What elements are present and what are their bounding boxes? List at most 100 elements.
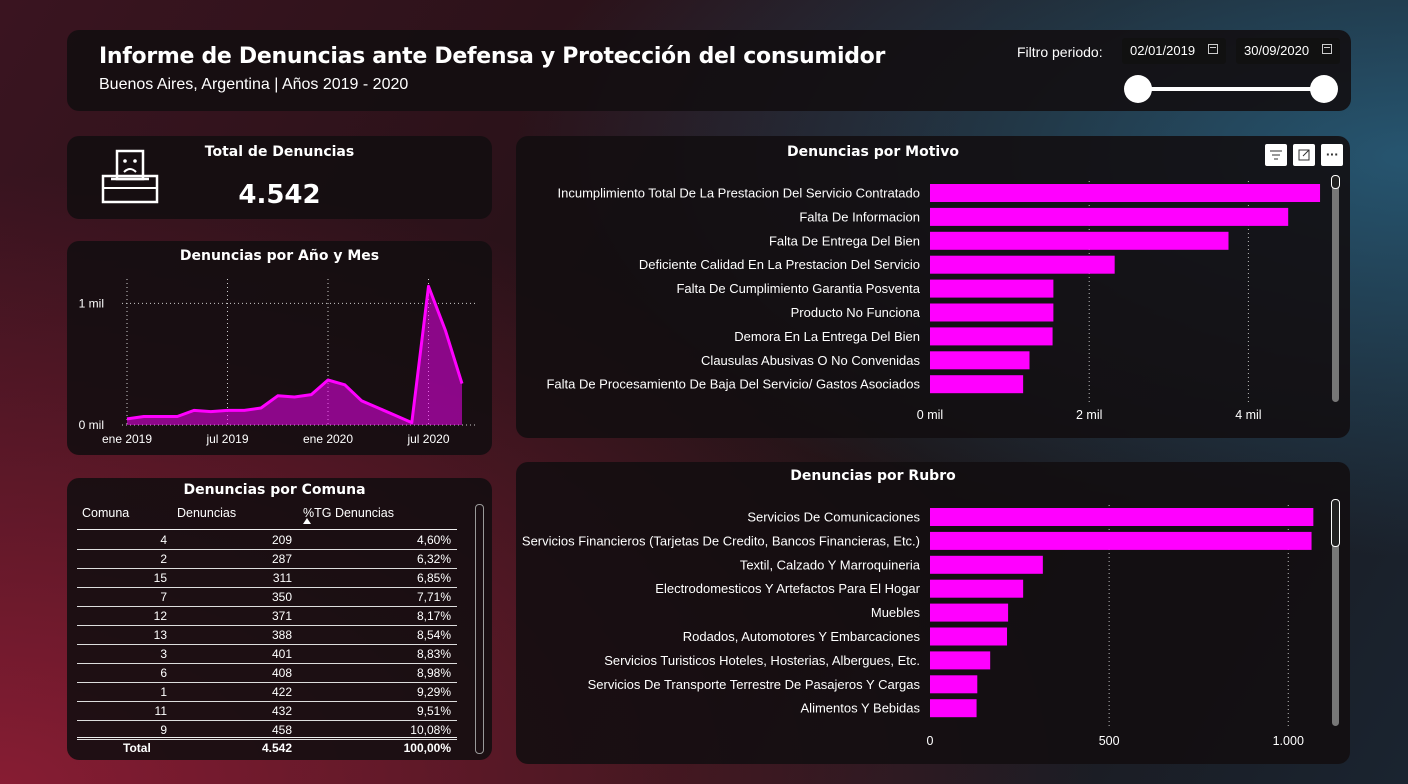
denuncias-por-ano-mes-card: Denuncias por Año y Mes 1 mil 0 mil ene 20… [67,241,492,455]
bar-category-label: Alimentos Y Bebidas [801,701,921,716]
date-to-value: 30/09/2020 [1244,43,1310,58]
table-scrollbar[interactable] [475,504,484,754]
table-cell: 6,32% [416,552,451,566]
bar[interactable] [930,375,1024,394]
table-cell: 401 [271,647,292,661]
sort-ascending-icon[interactable] [303,518,311,524]
bar-category-label: Muebles [871,605,921,620]
line-area-fill [127,286,462,425]
table-row[interactable]: 12 371 8,17% [77,606,457,626]
bar[interactable] [930,303,1054,322]
table-total-cell: 4.542 [261,741,292,755]
date-from-input[interactable]: 02/01/2019 [1122,38,1226,64]
table-cell: 13 [153,628,167,642]
table-cell: 8,54% [416,628,451,642]
table-cell: 287 [271,552,292,566]
bar[interactable] [930,279,1054,298]
ballot-box-sad-icon [101,149,159,204]
table-row[interactable]: 3 401 8,83% [77,644,457,664]
motivo-bar-chart[interactable]: 0 mil 2 mil 4 mil Incumplimiento Total De L… [516,136,1350,438]
bar-category-label: Falta De Cumplimiento Garantia Posventa [676,281,920,296]
filter-icon[interactable] [1265,144,1287,166]
line-y-tick-label: 0 mil [79,418,104,432]
bar[interactable] [930,627,1008,646]
page-subtitle: Buenos Aires, Argentina | Años 2019 - 20… [99,76,409,93]
focus-mode-icon[interactable] [1293,144,1315,166]
calendar-icon[interactable] [1322,44,1332,54]
rubro-scrollbar-thumb[interactable] [1331,499,1340,547]
table-row[interactable]: 7 350 7,71% [77,587,457,607]
table-cell: 10,08% [410,723,451,737]
denuncias-por-rubro-card: Denuncias por Rubro 0 500 1.000 Servicios D… [516,462,1350,764]
bar-category-label: Falta De Entrega Del Bien [769,233,920,248]
table-cell: 7,71% [416,590,451,604]
bar[interactable] [930,351,1030,370]
table-row[interactable]: 15 311 6,85% [77,568,457,588]
table-cell: 11 [154,704,167,718]
bar[interactable] [930,651,991,670]
bar-category-label: Deficiente Calidad En La Prestacion Del … [639,257,920,272]
bar[interactable] [930,675,978,694]
period-slider-track[interactable] [1139,87,1324,91]
bar[interactable] [930,531,1312,550]
table-column-header[interactable]: %TG Denuncias [303,506,395,520]
more-options-icon[interactable]: ··· [1321,144,1343,166]
table-cell: 4,60% [416,533,451,547]
table-cell: 209 [271,533,292,547]
line-y-tick-label: 1 mil [79,296,104,310]
bar[interactable] [930,255,1115,274]
bar[interactable] [930,327,1053,346]
table-row[interactable]: 1 422 9,29% [77,682,457,702]
table-cell: 9 [160,723,167,737]
table-cell: 15 [153,571,167,585]
table-cell: 7 [160,590,167,604]
table-cell: 350 [271,590,292,604]
bar[interactable] [930,184,1321,202]
motivo-scrollbar[interactable] [1331,175,1340,402]
denuncias-por-comuna-card: Denuncias por Comuna Comuna Denuncias %TG … [67,478,492,760]
bar[interactable] [930,579,1024,598]
table-row[interactable]: 4 209 4,60% [77,530,457,550]
bar-category-label: Rodados, Automotores Y Embarcaciones [683,629,921,644]
bar-category-label: Incumplimiento Total De La Prestacion De… [558,186,921,201]
table-cell: 432 [271,704,292,718]
table-cell: 371 [271,609,292,623]
bar[interactable] [930,555,1043,574]
table-cell: 6 [160,666,167,680]
line-x-tick-label: ene 2019 [102,432,152,446]
bar[interactable] [930,207,1289,226]
table-row[interactable]: 6 408 8,98% [77,663,457,683]
period-slider-end-handle[interactable] [1310,75,1338,103]
bar[interactable] [930,603,1009,622]
total-card-title: Total de Denuncias [204,144,355,160]
bar-category-label: Servicios Turisticos Hoteles, Hosterias,… [604,653,920,668]
table-row[interactable]: 9 458 10,08% [77,720,457,740]
table-total-row: Total 4.542 100,00% [77,737,457,757]
table-column-header[interactable]: Comuna [82,506,130,520]
table-cell: 422 [271,685,292,699]
table-column-header[interactable]: Denuncias [177,506,237,520]
report-header: Informe de Denuncias ante Defensa y Prot… [67,30,1351,111]
bar-x-tick-label: 0 [927,734,934,748]
bar[interactable] [930,231,1229,250]
table-row[interactable]: 13 388 8,54% [77,625,457,645]
period-slider-start-handle[interactable] [1124,75,1152,103]
table-total-cell: 100,00% [403,741,451,755]
calendar-icon[interactable] [1208,44,1218,54]
table-cell: 458 [271,723,292,737]
table-cell: 12 [153,609,167,623]
table-cell: 3 [160,647,167,661]
line-x-tick-label: jul 2019 [205,432,248,446]
total-value: 4.542 [238,180,321,210]
bar[interactable] [930,508,1314,526]
table-row[interactable]: 2 287 6,32% [77,549,457,569]
motivo-scrollbar-thumb[interactable] [1331,175,1340,189]
bar-category-label: Producto No Funciona [791,305,921,320]
bar[interactable] [930,699,977,718]
rubro-bar-chart[interactable]: 0 500 1.000 Servicios De Comunicaciones Serv… [516,462,1350,764]
date-to-input[interactable]: 30/09/2020 [1236,38,1340,64]
bar-x-tick-label: 2 mil [1076,408,1102,422]
rubro-scrollbar[interactable] [1331,499,1340,726]
table-row[interactable]: 11 432 9,51% [77,701,457,721]
